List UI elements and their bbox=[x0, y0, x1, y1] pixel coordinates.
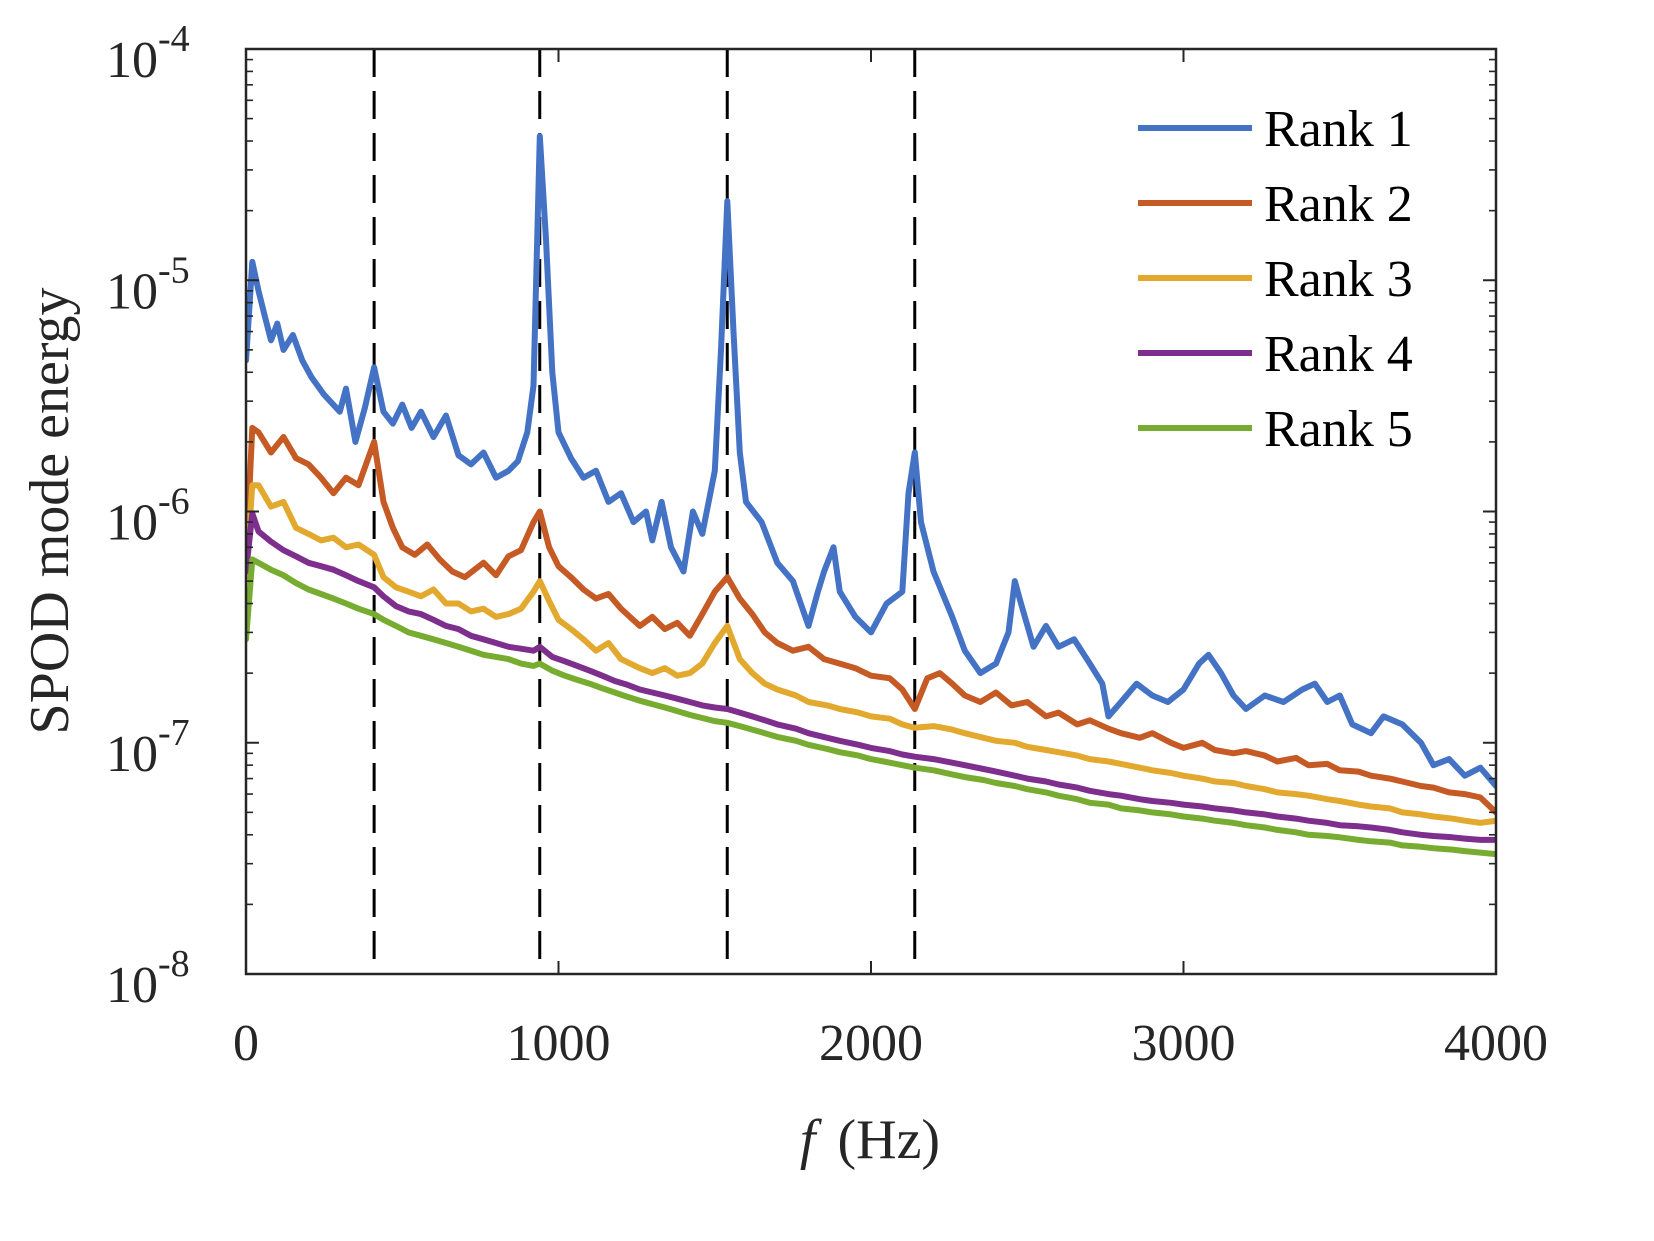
y-tick-base: 10 bbox=[106, 263, 158, 320]
x-axis-unit: (Hz) bbox=[837, 1109, 940, 1171]
x-tick-label-3: 3000 bbox=[1132, 1015, 1236, 1072]
y-tick-exponent: -4 bbox=[158, 18, 190, 60]
legend-label-rank-4: Rank 4 bbox=[1264, 326, 1413, 383]
y-tick-label-3: 10-5 bbox=[106, 249, 190, 320]
x-tick-label-0: 0 bbox=[233, 1015, 259, 1072]
y-tick-exponent: -8 bbox=[158, 943, 190, 985]
series-line-rank-2 bbox=[246, 424, 1496, 816]
legend-label-rank-1: Rank 1 bbox=[1264, 101, 1413, 158]
x-tick-label-1: 1000 bbox=[507, 1015, 611, 1072]
series-line-rank-5 bbox=[246, 556, 1496, 858]
series-lines bbox=[246, 133, 1496, 858]
y-tick-exponent: -5 bbox=[158, 249, 190, 291]
legend-label-rank-5: Rank 5 bbox=[1264, 401, 1413, 458]
plot-area-frame bbox=[244, 47, 1498, 976]
y-tick-labels: 10-810-710-610-510-4 bbox=[106, 18, 190, 1014]
y-tick-base: 10 bbox=[106, 957, 158, 1014]
y-tick-label-4: 10-4 bbox=[106, 18, 190, 89]
legend-label-rank-2: Rank 2 bbox=[1264, 176, 1413, 233]
y-tick-base: 10 bbox=[106, 495, 158, 552]
x-tick-labels: 0 1000 2000 3000 4000 bbox=[233, 1015, 1548, 1072]
y-tick-base: 10 bbox=[106, 32, 158, 89]
y-tick-label-2: 10-6 bbox=[106, 481, 190, 552]
y-tick-label-0: 10-8 bbox=[106, 943, 190, 1014]
legend: Rank 1 Rank 2 Rank 3 Rank 4 Rank 5 bbox=[1138, 101, 1413, 458]
series-line-rank-1 bbox=[246, 133, 1496, 789]
y-axis-title: SPOD mode energy bbox=[19, 288, 81, 735]
legend-label-rank-3: Rank 3 bbox=[1264, 251, 1413, 308]
series-line-rank-4 bbox=[246, 510, 1496, 843]
x-tick-label-4: 4000 bbox=[1444, 1015, 1548, 1072]
series-line-rank-3 bbox=[246, 482, 1496, 826]
y-tick-base: 10 bbox=[106, 726, 158, 783]
x-tick-label-2: 2000 bbox=[819, 1015, 923, 1072]
y-tick-exponent: -6 bbox=[158, 481, 190, 523]
y-tick-exponent: -7 bbox=[158, 712, 190, 754]
y-tick-label-1: 10-7 bbox=[106, 712, 190, 783]
